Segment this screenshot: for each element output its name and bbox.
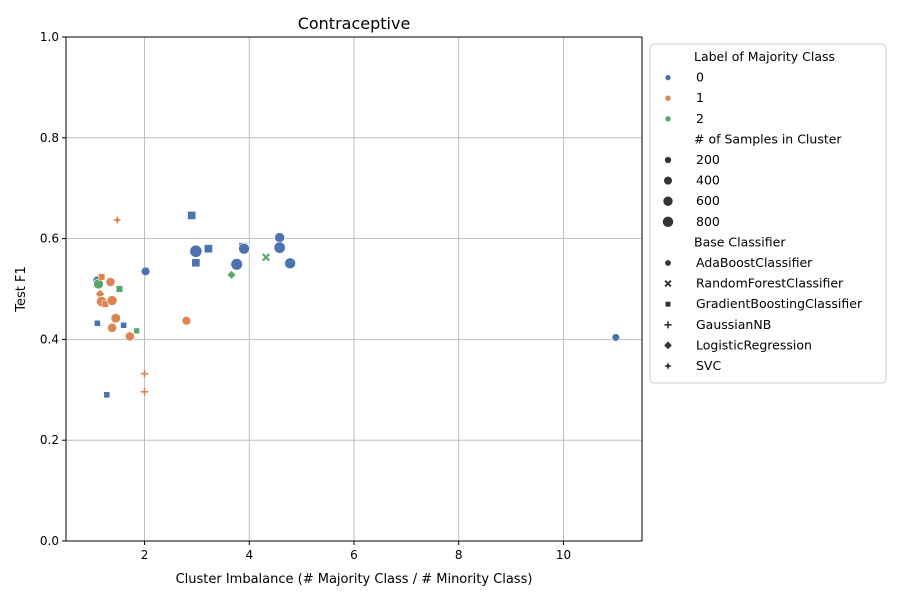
- x-axis-label: Cluster Imbalance (# Majority Class / # …: [176, 572, 533, 587]
- grid: [66, 36, 642, 542]
- legend-style-marker: [664, 341, 672, 350]
- legend-size-marker: [663, 175, 673, 186]
- chart-title: Contraceptive: [298, 14, 411, 33]
- data-point: [95, 289, 105, 299]
- data-point: [124, 331, 135, 342]
- data-point: [107, 322, 117, 333]
- legend-style-marker: [665, 301, 671, 308]
- legend-hue-label: 1: [696, 90, 704, 105]
- data-point: [140, 266, 151, 277]
- legend-style-label: AdaBoostClassifier: [696, 255, 813, 270]
- legend: Label of Majority Class 0 1 2 # of Samples i…: [649, 43, 887, 384]
- legend-hue-marker: [664, 115, 672, 123]
- y-tick-label: 0.8: [40, 131, 59, 145]
- x-tick-label: 10: [556, 548, 571, 562]
- legend-style-label: GaussianNB: [696, 317, 771, 332]
- data-point: [262, 253, 270, 262]
- data-point: [106, 295, 118, 306]
- data-point: [133, 327, 140, 334]
- data-point: [189, 244, 203, 258]
- x-tick-label: 6: [350, 548, 358, 562]
- legend-style-marker: [664, 362, 672, 370]
- legend-style-label: LogisticRegression: [696, 337, 812, 352]
- data-point: [187, 211, 197, 220]
- data-point: [94, 319, 101, 327]
- legend-size-label: 800: [696, 214, 720, 229]
- axis-ticks: 2 4 6 8 10 0.0 0.2 0.4 0.6 0.8 1.0: [40, 30, 571, 562]
- x-tick-label: 8: [455, 548, 463, 562]
- data-point: [103, 391, 111, 399]
- data-point: [284, 257, 296, 270]
- data-point: [98, 273, 106, 281]
- data-point: [191, 258, 201, 268]
- legend-style-marker: [664, 280, 672, 288]
- data-point: [274, 232, 285, 243]
- legend-style-marker: [664, 321, 672, 329]
- data-point: [611, 333, 620, 342]
- y-tick-label: 0.4: [40, 332, 59, 346]
- data-point: [105, 277, 116, 287]
- data-point: [227, 270, 236, 279]
- legend-size-marker: [662, 195, 674, 207]
- data-point: [113, 215, 122, 225]
- legend-hue-label: 0: [696, 70, 704, 85]
- data-point: [181, 316, 192, 326]
- legend-size-label: 200: [696, 152, 720, 167]
- data-point: [93, 278, 104, 290]
- y-axis-label: Test F1: [14, 266, 29, 312]
- legend-hue-title: Label of Majority Class: [694, 49, 835, 64]
- x-tick-label: 4: [245, 548, 253, 562]
- legend-style-label: RandomForestClassifier: [696, 276, 844, 291]
- legend-style-marker: [664, 259, 672, 267]
- x-tick-label: 2: [141, 548, 149, 562]
- legend-style-label: SVC: [696, 358, 721, 373]
- legend-hue-marker: [664, 94, 672, 102]
- y-tick-label: 0.0: [40, 534, 59, 548]
- data-point: [140, 369, 149, 378]
- data-point: [204, 244, 213, 254]
- legend-hue-label: 2: [696, 111, 704, 126]
- legend-hue-marker: [664, 74, 672, 81]
- data-points: [92, 211, 620, 399]
- legend-size-label: 600: [696, 193, 720, 208]
- legend-frame: [649, 43, 887, 384]
- legend-size-label: 400: [696, 173, 720, 188]
- legend-style-title: Base Classifier: [694, 234, 786, 249]
- data-point: [273, 241, 286, 254]
- legend-size-marker: [662, 215, 674, 228]
- legend-size-title: # of Samples in Cluster: [694, 131, 842, 146]
- legend-size-marker: [664, 156, 672, 164]
- y-tick-label: 0.2: [40, 433, 59, 447]
- data-point: [120, 322, 127, 329]
- data-point: [140, 388, 149, 396]
- y-tick-label: 0.6: [40, 232, 59, 246]
- data-point: [110, 313, 121, 324]
- data-point: [238, 242, 250, 255]
- y-tick-label: 1.0: [40, 30, 59, 44]
- data-point: [230, 258, 243, 271]
- legend-style-label: GradientBoostingClassifier: [696, 296, 863, 311]
- data-point: [115, 285, 123, 293]
